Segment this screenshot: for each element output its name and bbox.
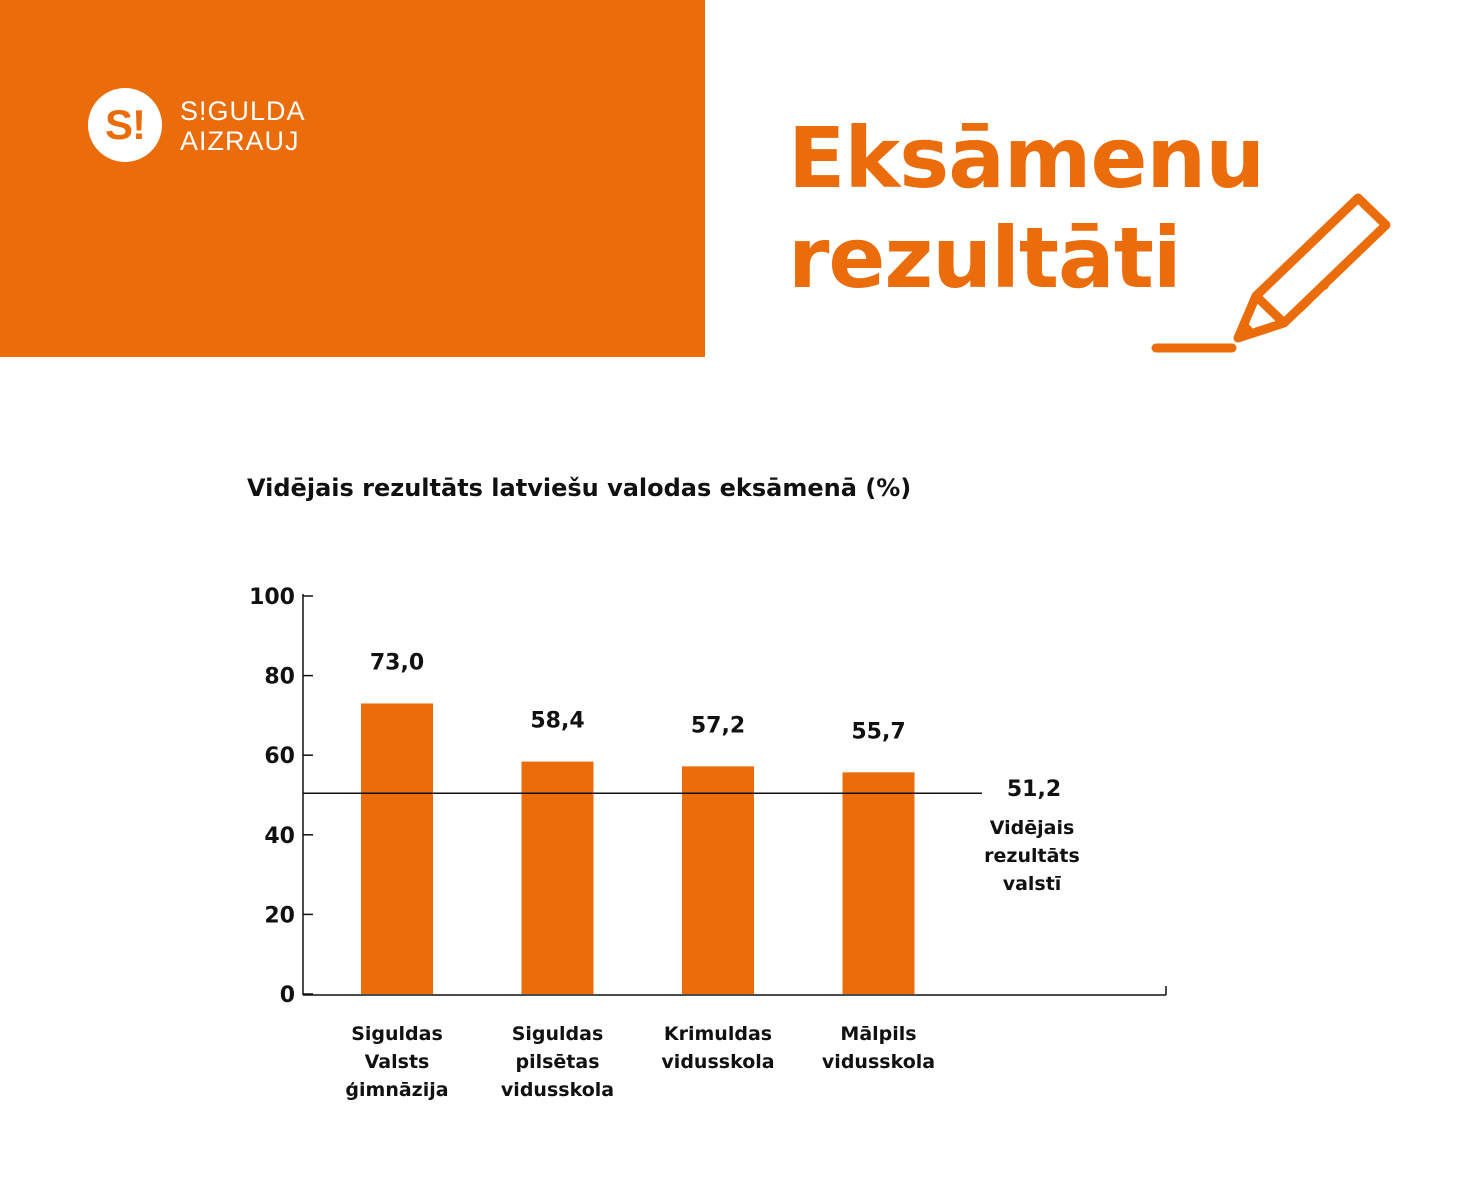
- category-label-line: Siguldas: [512, 1023, 604, 1045]
- category-label-line: vidusskola: [822, 1051, 935, 1073]
- reference-label-line: Vidējais: [990, 817, 1075, 839]
- bar-value-label: 73,0: [370, 650, 424, 675]
- bar: [521, 761, 594, 994]
- category-label-line: Siguldas: [351, 1023, 443, 1045]
- category-label-line: vidusskola: [661, 1051, 774, 1073]
- logo-mark: S!: [88, 88, 162, 162]
- headline-line2: rezultāti: [788, 209, 1182, 307]
- y-tick-label: 100: [249, 585, 295, 610]
- bar: [361, 703, 433, 994]
- reference-label-line: rezultāts: [984, 845, 1080, 867]
- category-label-line: Valsts: [365, 1051, 430, 1073]
- bar-value-label: 57,2: [691, 713, 745, 738]
- bar-value-label: 58,4: [530, 709, 584, 734]
- sigulda-logo: S! S!GULDA AIZRAUJ: [88, 88, 348, 168]
- page-headline: Eksāmenu rezultāti: [788, 108, 1265, 308]
- reference-value-label: 51,2: [1007, 777, 1061, 802]
- reference-label-line: valstī: [1003, 873, 1062, 895]
- category-label: Siguldas Valsts ģimnāzija: [345, 1023, 448, 1101]
- category-label: Mālpils vidusskola: [822, 1023, 935, 1073]
- logo-wordmark-line1: S!GULDA: [180, 96, 306, 126]
- category-label-line: Mālpils: [840, 1023, 916, 1045]
- category-label: Siguldas pilsētas vidusskola: [501, 1023, 614, 1101]
- category-label-line: vidusskola: [501, 1079, 614, 1101]
- y-tick-label: 20: [264, 903, 295, 928]
- category-label-line: pilsētas: [515, 1051, 599, 1073]
- bar: [682, 766, 754, 994]
- y-tick-label: 60: [264, 744, 295, 769]
- pencil-icon: [1151, 193, 1391, 353]
- logo-wordmark-line2: AIZRAUJ: [180, 126, 300, 156]
- headline-line1: Eksāmenu: [788, 109, 1265, 207]
- reference-label: Vidējais rezultāts valstī: [984, 817, 1080, 895]
- category-label-line: Krimuldas: [664, 1023, 772, 1045]
- bar: [842, 772, 915, 994]
- y-tick-label: 40: [264, 824, 295, 849]
- category-label-line: ģimnāzija: [345, 1079, 448, 1101]
- y-tick-label: 80: [264, 665, 295, 690]
- bar-value-label: 55,7: [851, 719, 905, 744]
- category-label: Krimuldas vidusskola: [661, 1023, 774, 1073]
- y-tick-label: 0: [280, 983, 295, 1008]
- chart-title: Vidējais rezultāts latviešu valodas eksā…: [247, 474, 912, 502]
- header-banner: S! S!GULDA AIZRAUJ: [0, 0, 705, 357]
